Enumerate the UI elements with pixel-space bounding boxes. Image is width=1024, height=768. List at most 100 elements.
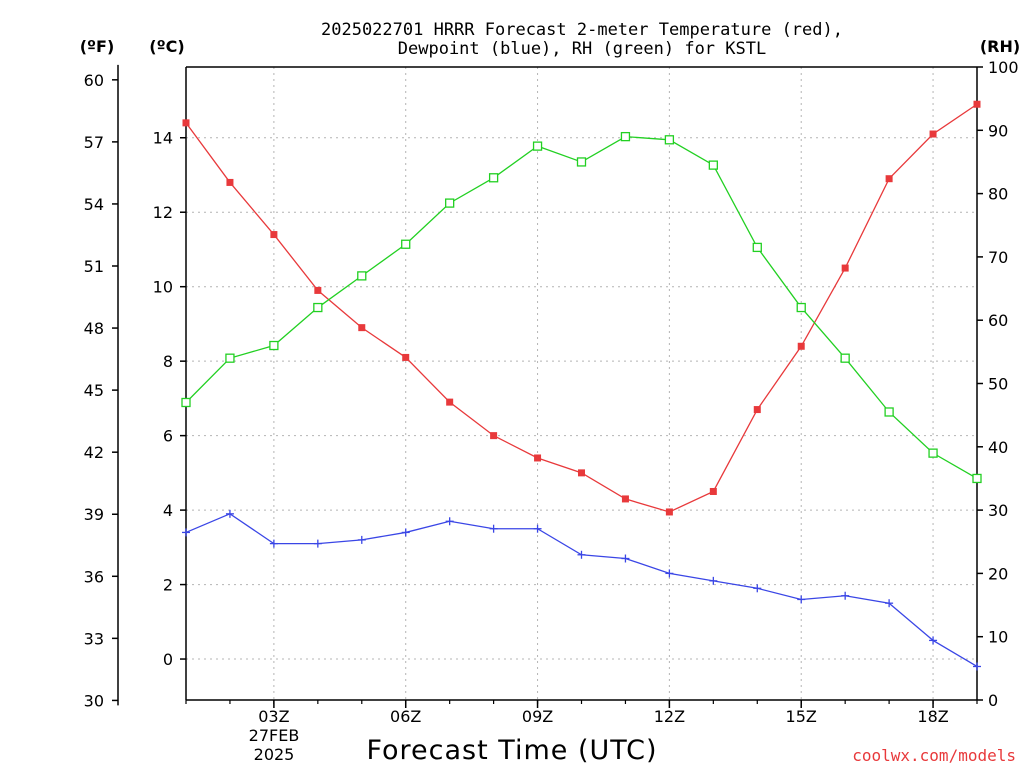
data-series [181, 100, 982, 671]
rh-point [269, 340, 279, 351]
dewpoint-point [753, 584, 762, 593]
x-tick-label: 03Z [258, 707, 289, 726]
f-tick-label: 36 [84, 567, 104, 586]
rh-tick-label: 0 [988, 691, 998, 710]
rh-point [357, 271, 367, 281]
dewpoint-point [973, 662, 981, 671]
f-tick-label: 45 [84, 381, 104, 400]
dewpoint-point [621, 554, 630, 563]
rh-point [532, 141, 543, 151]
dewpoint-point [577, 550, 586, 559]
rh-point [972, 473, 982, 484]
dewpoint-point [357, 535, 366, 544]
rh-point [313, 302, 323, 313]
x-tick-label: 09Z [522, 707, 553, 726]
rh-point [576, 157, 587, 167]
c-tick-label: 4 [163, 501, 173, 520]
f-tick-label: 54 [84, 195, 104, 214]
rh-line [185, 135, 978, 480]
temperature-point [226, 178, 234, 186]
c-tick-label: 8 [163, 352, 173, 371]
chart-title-line1: 2025022701 HRRR Forecast 2-meter Tempera… [321, 20, 843, 40]
dewpoint-point [885, 599, 894, 608]
temperature-point [929, 130, 937, 138]
x-tick-label: 15Z [786, 707, 817, 726]
dewpoint-line [185, 513, 978, 668]
rh-tick-label: 80 [988, 185, 1008, 204]
c-tick-label: 0 [163, 650, 173, 669]
rh-point [884, 407, 894, 417]
temperature-point [270, 231, 278, 239]
f-tick-label: 57 [84, 133, 104, 152]
rh-point [620, 131, 631, 142]
temperature-point [797, 342, 805, 350]
temperature-point [534, 454, 542, 462]
dewpoint-point [841, 591, 850, 600]
c-tick-label: 6 [163, 427, 173, 446]
x-date-line2: 2025 [254, 745, 295, 764]
rh-tick-label: 10 [988, 628, 1008, 647]
f-tick-label: 39 [84, 505, 104, 524]
c-tick-label: 14 [153, 129, 173, 148]
temperature-point [709, 487, 717, 495]
rh-tick-label: 20 [988, 564, 1008, 583]
rh-point [752, 242, 762, 253]
x-tick-label: 06Z [390, 707, 421, 726]
rh-point [488, 173, 499, 183]
f-tick-label: 48 [84, 319, 104, 338]
f-tick-label: 60 [84, 71, 104, 90]
temperature-point [621, 495, 629, 503]
dewpoint-point [225, 509, 234, 518]
rh-tick-label: 40 [988, 438, 1008, 457]
dewpoint-point [445, 517, 454, 526]
f-tick-label: 30 [84, 691, 104, 710]
c-tick-label: 2 [163, 576, 173, 595]
f-tick-label: 42 [84, 443, 104, 462]
dewpoint-point [401, 528, 410, 537]
rh-point [445, 198, 455, 208]
rh-point [401, 239, 411, 249]
dewpoint-point [797, 595, 806, 604]
celsius-axis-label: (ºC) [149, 37, 184, 56]
dewpoint-point [709, 576, 718, 585]
rh-tick-label: 70 [988, 248, 1008, 267]
rh-point [840, 353, 850, 363]
x-axis-title: Forecast Time (UTC) [366, 735, 657, 766]
temperature-point [446, 398, 454, 406]
rh-point [225, 353, 235, 363]
dewpoint-point [665, 569, 674, 578]
rh-tick-label: 60 [988, 311, 1008, 330]
c-tick-label: 10 [153, 278, 173, 297]
rh-point [796, 302, 806, 313]
temperature-point [402, 353, 410, 361]
rh-tick-label: 100 [988, 58, 1019, 77]
dewpoint-point [269, 539, 278, 548]
rh-point [664, 135, 675, 145]
c-tick-label: 12 [153, 203, 173, 222]
temperature-point [490, 432, 498, 440]
dewpoint-point [182, 528, 190, 537]
source-credit: coolwx.com/models [852, 746, 1016, 765]
dewpoint-point [313, 539, 322, 548]
temperature-point [753, 406, 761, 414]
temperature-point [314, 286, 322, 294]
temperature-point [885, 175, 893, 183]
f-tick-label: 51 [84, 257, 104, 276]
temperature-point [578, 469, 585, 477]
fahrenheit-axis-label: (ºF) [80, 37, 115, 56]
rh-point [708, 160, 718, 170]
x-date-line1: 27FEB [249, 726, 300, 745]
x-tick-label: 12Z [654, 707, 685, 726]
rh-tick-label: 90 [988, 121, 1008, 140]
x-tick-label: 18Z [917, 707, 948, 726]
rh-point [181, 397, 191, 408]
rh-point [928, 448, 938, 458]
dewpoint-point [489, 524, 498, 533]
f-tick-label: 33 [84, 629, 104, 648]
dewpoint-point [929, 636, 938, 645]
rh-tick-label: 30 [988, 501, 1008, 520]
temperature-point [841, 264, 849, 272]
temperature-point [358, 324, 366, 332]
axes: 30 33 36 39 42 45 48 51 54 57 60 0 2 4 6 8 10 12 14 0 10 20 30… [84, 58, 1019, 726]
